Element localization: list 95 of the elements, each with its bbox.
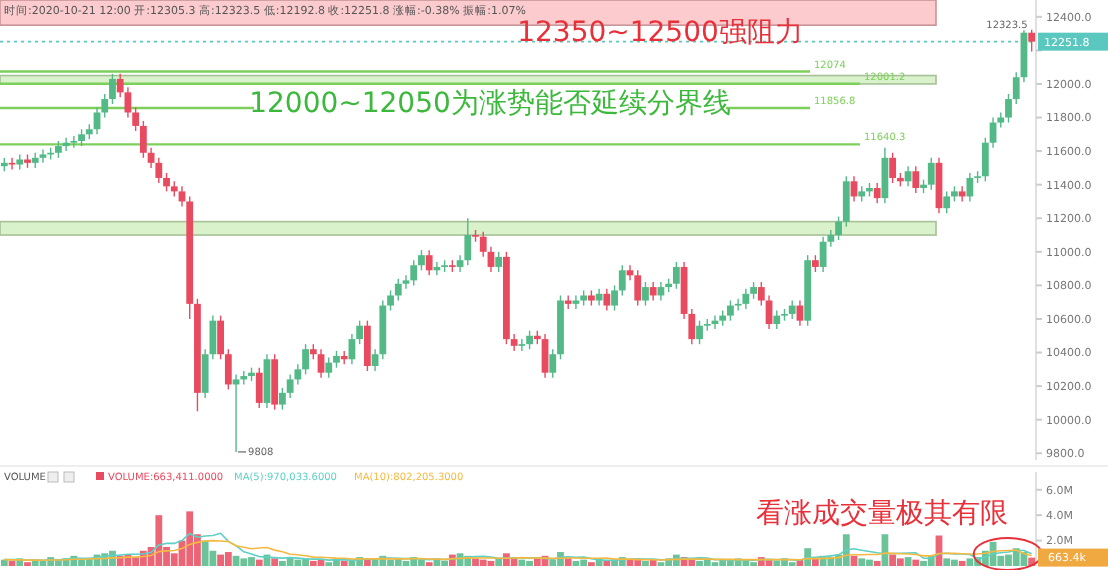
band-label: 12000~12050为涨势能否延续分界线 [249,87,731,120]
candlestick [912,165,920,194]
candlestick [958,185,966,203]
bar [0,559,8,566]
bar [920,560,927,566]
candlestick [966,172,974,203]
candlestick [410,259,418,287]
bar [966,558,974,566]
candlestick [611,284,618,312]
candlestick [819,236,827,273]
bar [441,560,449,566]
candlestick [672,261,680,290]
candlestick [603,288,611,312]
candlestick [642,281,649,307]
candlestick [8,157,16,171]
bar [526,560,533,566]
candlestick [62,136,70,152]
candlestick [1028,28,1036,53]
bar [858,558,866,566]
candlestick [317,348,325,379]
candlestick [302,343,309,376]
bar [186,511,194,566]
bar [904,557,912,566]
candlestick [727,299,734,322]
bar [889,554,897,566]
bar [696,560,703,566]
bar [271,558,279,566]
candlestick [433,261,441,277]
bar [912,559,920,566]
candlestick [549,348,557,379]
candlestick [873,182,881,204]
candlestick [526,330,533,350]
candlestick [835,215,842,241]
bar [943,558,951,566]
candlestick [1005,93,1012,124]
bar [580,559,588,566]
candlestick [773,309,781,330]
bar [78,559,85,566]
bar [951,559,958,566]
bar [549,559,557,566]
annotation: 看涨成交量极其有限 [756,498,1008,530]
bar [719,559,727,566]
bar [201,540,209,566]
bar [209,550,217,566]
bar [873,560,881,566]
candlestick [70,135,78,149]
bar [896,558,904,566]
candlestick [224,348,232,391]
bar [224,552,232,566]
candlestick [394,277,402,302]
bar [688,559,696,566]
candlestick [217,314,225,360]
bar [387,559,394,566]
candlestick [943,190,951,214]
bar [309,560,317,566]
bar [340,560,348,566]
bar [418,559,425,566]
candlestick [927,157,935,191]
candlestick [255,366,263,409]
candlestick [39,148,47,164]
band-label: 12350~12500强阻力 [517,17,803,50]
bar [642,560,649,566]
candlestick [842,175,850,228]
candlestick [742,288,750,310]
bar [363,559,371,566]
bar [279,560,286,566]
candlestick [325,356,333,379]
candlestick [464,217,472,266]
candlestick [425,249,433,277]
candlestick [109,73,116,105]
candlestick [634,269,642,307]
candlestick [271,353,279,411]
bar [248,557,255,566]
candlestick [618,264,626,297]
bar [155,515,163,566]
candlestick [788,299,796,320]
candlestick [518,338,526,352]
candlestick [889,152,897,184]
candlestick [495,251,503,273]
bar [866,559,873,566]
bar [603,560,611,566]
candlestick [696,319,703,345]
bar [240,558,248,566]
candlestick [418,249,425,271]
bar [255,559,263,566]
bar [773,560,781,566]
bar [518,559,526,566]
bar [1005,554,1012,566]
candlestick [363,319,371,372]
bar [217,554,225,566]
bar [727,560,734,566]
bar [958,560,966,566]
bar [294,559,302,566]
bar [479,559,487,566]
candlestick [649,281,657,302]
